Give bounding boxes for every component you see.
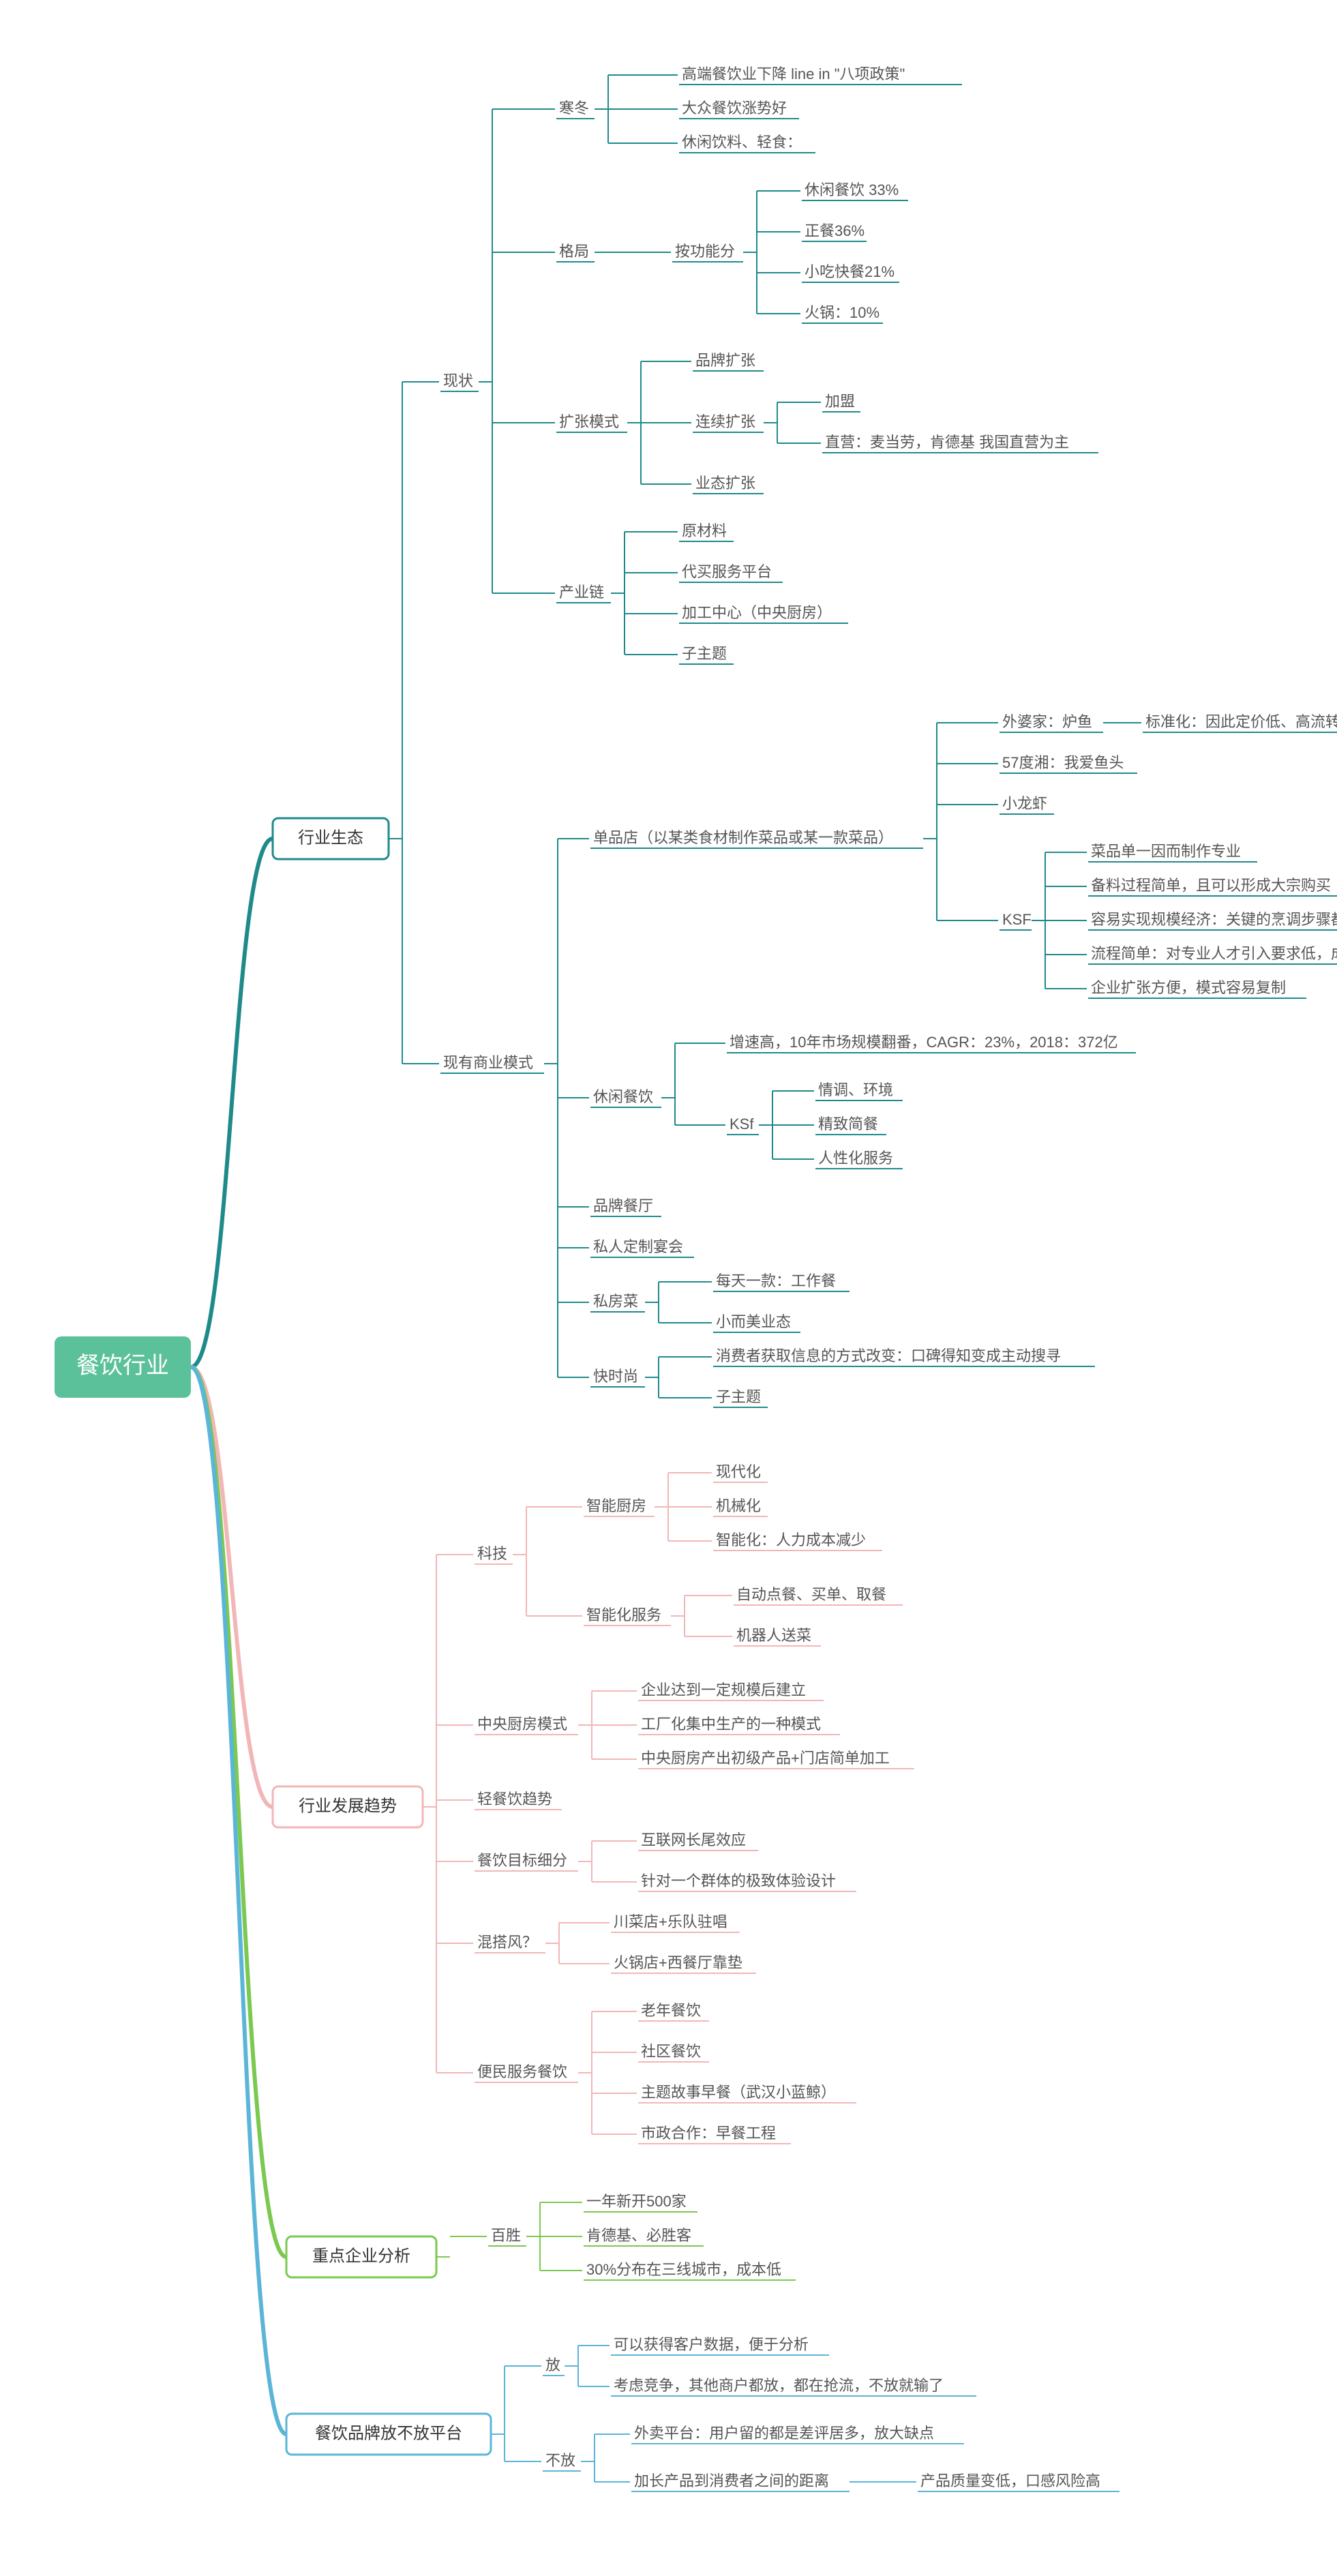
node-label: 餐饮目标细分 [477,1852,567,1869]
leaf-label: 中央厨房产出初级产品+门店简单加工 [641,1750,890,1767]
leaf-label: 智能化：人力成本减少 [716,1531,866,1548]
node-label: 格局 [559,243,589,260]
leaf-label: 私人定制宴会 [593,1238,683,1255]
leaf-label: 一年新开500家 [586,2193,687,2210]
node-label: 便民服务餐饮 [477,2063,567,2080]
leaf-label: 子主题 [682,645,727,662]
leaf-label: 社区餐饮 [641,2043,701,2060]
leaf-label: 火锅店+西餐厅靠垫 [614,1954,742,1971]
branch-label: 行业生态 [298,828,363,847]
leaf-label: 企业达到一定规模后建立 [641,1681,806,1698]
node-label: 不放 [545,2452,575,2469]
node-label: 百胜 [491,2227,521,2244]
node-label: 科技 [477,1545,507,1562]
leaf-label: 小而美业态 [716,1313,791,1330]
node-label: 私房菜 [593,1293,638,1310]
node-label: 产业链 [559,584,604,601]
node-label: 快时尚 [593,1368,638,1385]
leaf-label: 轻餐饮趋势 [477,1791,552,1808]
node-label: 现状 [443,372,473,389]
leaf-label: 现代化 [716,1463,761,1480]
mindmap-canvas: 餐饮行业 行业生态 现状 寒冬 高端餐饮业下降 line in "八项政策" 大众餐饮涨势… [0,0,1337,2576]
node-label: 智能化服务 [586,1606,661,1623]
leaf-label: 肯德基、必胜客 [586,2227,691,2244]
leaf-label: 老年餐饮 [641,2002,701,2019]
leaf-label: 火锅：10% [805,304,880,321]
leaf-label: 高端餐饮业下降 line in "八项政策" [682,65,905,83]
leaf-label: 小吃快餐21% [805,263,895,280]
node-label: 现有商业模式 [443,1054,533,1071]
leaf-label: 菜品单一因而制作专业 [1091,843,1241,860]
leaf-label: 互联网长尾效应 [641,1831,746,1848]
leaf-label: 工厂化集中生产的一种模式 [641,1716,821,1733]
leaf-label: 休闲餐饮 33% [805,181,899,198]
leaf-label: 考虑竞争，其他商户都放，都在抢流，不放就输了 [614,2377,944,2394]
node-label: 智能厨房 [586,1497,646,1514]
leaf-label: 机械化 [716,1497,761,1514]
leaf-label: 小龙虾 [1002,795,1047,812]
leaf-label: 加盟 [825,393,855,410]
leaf-label: 原材料 [682,522,727,539]
leaf-label: 品牌餐厅 [593,1197,653,1214]
node-label: 混搭风？ [477,1934,537,1951]
leaf-label: 标准化：因此定价低、高流转（翻台率高） [1145,713,1337,730]
leaf-label: 自动点餐、买单、取餐 [736,1586,886,1603]
node-label: 加长产品到消费者之间的距离 [634,2472,829,2489]
leaf-label: 30%分布在三线城市，成本低 [586,2261,781,2278]
node-label: KSf [730,1115,754,1133]
leaf-label: 加工中心（中央厨房） [682,604,832,621]
leaf-label: 容易实现规模经济：关键的烹调步骤都在加工中心统一完成 [1091,911,1337,928]
branch-label: 餐饮品牌放不放平台 [315,2424,462,2442]
leaf-label: 企业扩张方便，模式容易复制 [1091,979,1286,996]
leaf-label: 主题故事早餐（武汉小蓝鲸） [641,2084,836,2101]
leaf-label: 精致简餐 [818,1115,878,1133]
leaf-label: 增速高，10年市场规模翻番，CAGR：23%，2018：372亿 [730,1034,1118,1051]
leaf-label: 子主题 [716,1388,761,1405]
connector [191,839,273,1367]
leaf-label: 人性化服务 [818,1150,893,1167]
leaf-label: 代买服务平台 [682,563,772,580]
leaf-label: 休闲饮料、轻食： [682,134,802,151]
leaf-label: 57度湘：我爱鱼头 [1002,754,1124,771]
connector [191,1367,286,2434]
leaf-label: 针对一个群体的极致体验设计 [641,1872,836,1889]
branch-label: 行业发展趋势 [299,1797,397,1815]
root-label: 餐饮行业 [76,1353,169,1379]
leaf-label: 产品质量变低，口感风险高 [920,2472,1100,2489]
leaf-label: 业态扩张 [695,475,755,492]
leaf-label: 川菜店+乐队驻唱 [614,1913,727,1930]
leaf-label: 备料过程简单，且可以形成大宗购买 [1091,877,1331,894]
leaf-label: 情调、环境 [818,1081,893,1098]
node-label: 中央厨房模式 [477,1716,567,1733]
leaf-label: 市政合作：早餐工程 [641,2125,776,2142]
node-label: KSF [1002,911,1032,928]
node-label: 扩张模式 [559,413,619,430]
leaf-label: 流程简单：对专业人才引入要求低，成本低 [1091,945,1337,962]
leaf-label: 可以获得客户数据，便于分析 [614,2336,809,2353]
leaf-label: 大众餐饮涨势好 [682,100,787,117]
leaf-label: 品牌扩张 [695,352,755,369]
branch-label: 重点企业分析 [312,2247,410,2265]
node-label: 连续扩张 [695,413,755,430]
leaf-label: 正餐36% [805,222,865,239]
node-label: 按功能分 [675,243,735,260]
node-label: 外婆家：炉鱼 [1002,713,1092,730]
leaf-label: 直营：麦当劳，肯德基 我国直营为主 [825,434,1069,451]
leaf-label: 外卖平台：用户留的都是差评居多，放大缺点 [634,2425,934,2442]
node-label: 单品店（以某类食材制作菜品或某一款菜品） [593,829,893,846]
leaf-label: 机器人送菜 [736,1627,811,1644]
node-label: 放 [545,2356,560,2373]
node-label: 寒冬 [559,100,589,117]
leaf-label: 消费者获取信息的方式改变：口碑得知变成主动搜寻 [716,1347,1061,1364]
leaf-label: 每天一款：工作餐 [716,1272,836,1289]
node-label: 休闲餐饮 [593,1088,653,1105]
